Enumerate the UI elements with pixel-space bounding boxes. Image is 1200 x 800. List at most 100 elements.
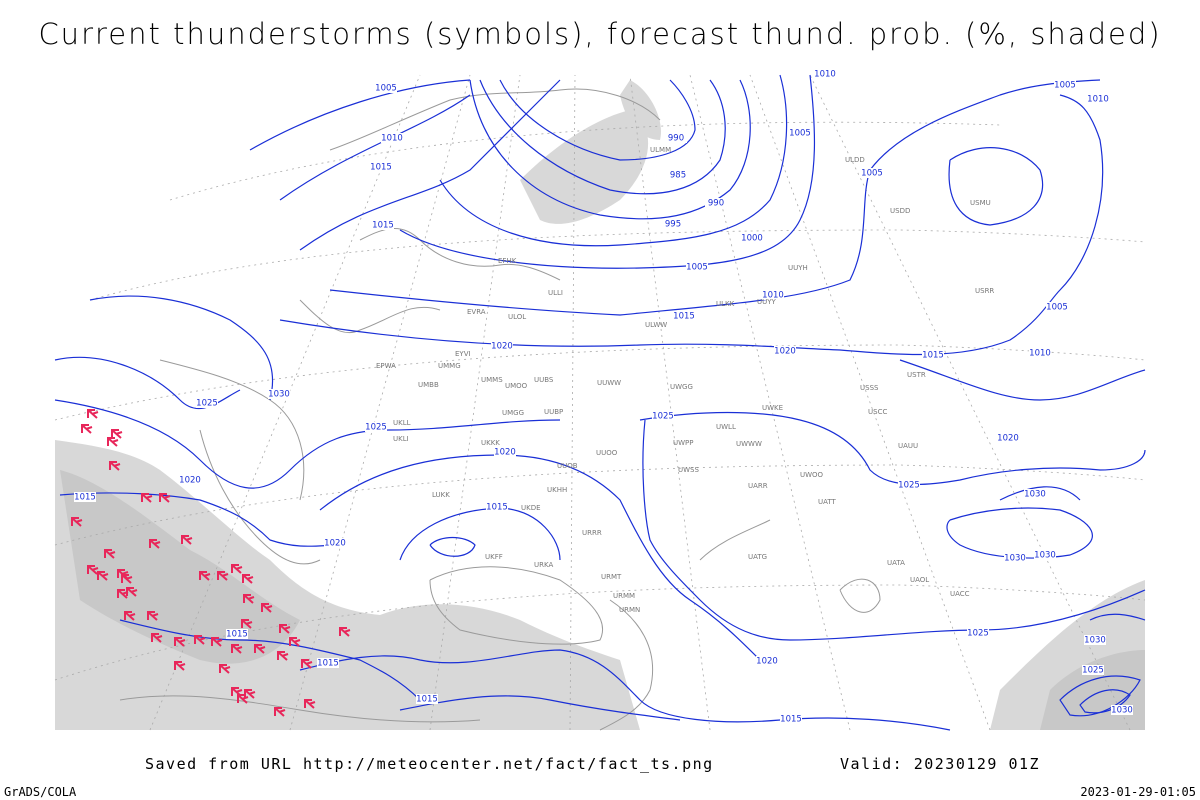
- isobar-label: 1030: [1024, 490, 1046, 500]
- station-label: URRR: [582, 529, 602, 537]
- thunderstorm-symbol: [124, 611, 136, 621]
- station-label: UMMS: [481, 376, 503, 384]
- station-label: UWWW: [736, 440, 762, 448]
- thunderstorm-symbol: [71, 517, 83, 527]
- station-label: UMGG: [502, 409, 524, 417]
- isobar-label: 1025: [196, 399, 218, 409]
- graticule: [54, 74, 1146, 731]
- isobar-label-bg: [1004, 553, 1026, 563]
- isobar-label: 1015: [416, 695, 438, 705]
- isobar-label-bg: [486, 502, 508, 512]
- isobar-label-bg: [1024, 489, 1046, 499]
- thunderstorm-symbol: [151, 633, 163, 643]
- station-label: UUBP: [544, 408, 563, 416]
- thunderstorm-symbol: [241, 619, 253, 629]
- thunderstorm-symbol: [277, 651, 289, 661]
- station-label: UWPP: [673, 439, 694, 447]
- thunderstorm-symbol: [149, 539, 161, 549]
- thunderstorm-symbol: [243, 594, 255, 604]
- isobar-label-bg: [789, 128, 811, 138]
- isobar-label-bg: [226, 629, 248, 639]
- isobar-label: 1010: [762, 291, 784, 301]
- station-label: UWOO: [800, 471, 824, 479]
- station-label: UWSS: [678, 466, 699, 474]
- isobar-label: 1020: [997, 434, 1019, 444]
- station-label: URMM: [613, 592, 635, 600]
- isobar-label: 1025: [967, 629, 989, 639]
- isobar-label: 1015: [317, 659, 339, 669]
- isobar-label: 1000: [741, 234, 763, 244]
- station-label: EPWA: [376, 362, 396, 370]
- isobar-label-bg: [652, 411, 674, 421]
- thunderstorm-symbol: [231, 564, 243, 574]
- isobar-label: 1030: [1004, 554, 1026, 564]
- isobar-label: 1020: [494, 448, 516, 458]
- isobar-label: 1005: [789, 129, 811, 139]
- isobar-label: 1010: [1087, 95, 1109, 105]
- isobar-label-bg: [1087, 94, 1109, 104]
- isobar-label: 1020: [774, 347, 796, 357]
- station-label: USMU: [970, 199, 991, 207]
- station-label: UARR: [748, 482, 768, 490]
- isobar-label: 1030: [268, 390, 290, 400]
- station-label: UKDE: [521, 504, 541, 512]
- isobar-label-bg: [762, 290, 784, 300]
- thunderstorm-symbol: [217, 571, 229, 581]
- station-label: USSS: [860, 384, 879, 392]
- isobar-label-bg: [1082, 665, 1104, 675]
- isobar-label: 1030: [1084, 636, 1106, 646]
- isobar-label-bg: [967, 628, 989, 638]
- station-label: UAOL: [910, 576, 929, 584]
- thunderstorm-symbol: [107, 437, 119, 447]
- isobar-label-bg: [1046, 302, 1068, 312]
- thunderstorm-symbol: [279, 624, 291, 634]
- station-label: UUWW: [597, 379, 621, 387]
- station-label: UUOB: [557, 462, 578, 470]
- isobar-label-bg: [494, 447, 516, 457]
- isobar-label: 1010: [1029, 349, 1051, 359]
- isobar-label-bg: [1034, 550, 1056, 560]
- station-label: EYVI: [455, 350, 471, 358]
- isobar-label-bg: [324, 538, 346, 548]
- isobar-label: 1015: [74, 493, 96, 503]
- station-label: UMBB: [418, 381, 439, 389]
- station-label: ULOL: [508, 313, 526, 321]
- source-url: Saved from URL http://meteocenter.net/fa…: [145, 755, 714, 773]
- thunderstorm-symbol: [289, 637, 301, 647]
- thunderstorm-symbol: [117, 589, 129, 599]
- isobar-label: 1030: [1111, 706, 1133, 716]
- thunderstorm-symbol: [194, 635, 206, 645]
- isobar-label: 1015: [673, 312, 695, 322]
- isobar-label: 1005: [375, 84, 397, 94]
- thunderstorm-symbol: [141, 493, 153, 503]
- station-label: UUYY: [757, 298, 777, 306]
- station-label: UUOO: [596, 449, 618, 457]
- isobar-label-bg: [780, 714, 802, 724]
- station-label: URMN: [619, 606, 640, 614]
- isobar-label-bg: [365, 422, 387, 432]
- station-label: LUKK: [432, 491, 450, 499]
- station-label: UKLL: [393, 419, 411, 427]
- isobar-label: 1015: [486, 503, 508, 513]
- isobar-label-bg: [673, 311, 695, 321]
- isobar-label-bg: [1029, 348, 1051, 358]
- isobar-label: 1010: [814, 70, 836, 80]
- isobar-label-bg: [898, 480, 920, 490]
- isobar-label: 1015: [226, 630, 248, 640]
- station-label: EFHK: [498, 257, 517, 265]
- station-label: USCC: [868, 408, 887, 416]
- station-label: UKHH: [547, 486, 567, 494]
- station-label: ULMM: [650, 146, 671, 154]
- thunderstorm-symbol: [304, 699, 316, 709]
- isobar-label-bg: [662, 219, 684, 229]
- isobar-label-bg: [774, 346, 796, 356]
- station-label: EVRA: [467, 308, 486, 316]
- station-labels: ULMM EFHK ULLI EVRA ULOL ULWW ULKK UUYY EYVI UMMG…: [376, 146, 994, 614]
- station-label: ULDD: [845, 156, 865, 164]
- isobar-label: 1020: [324, 539, 346, 549]
- isobars: [54, 74, 1146, 731]
- station-label: UATA: [887, 559, 905, 567]
- station-label: UUYH: [788, 264, 808, 272]
- isobar-label-bg: [922, 350, 944, 360]
